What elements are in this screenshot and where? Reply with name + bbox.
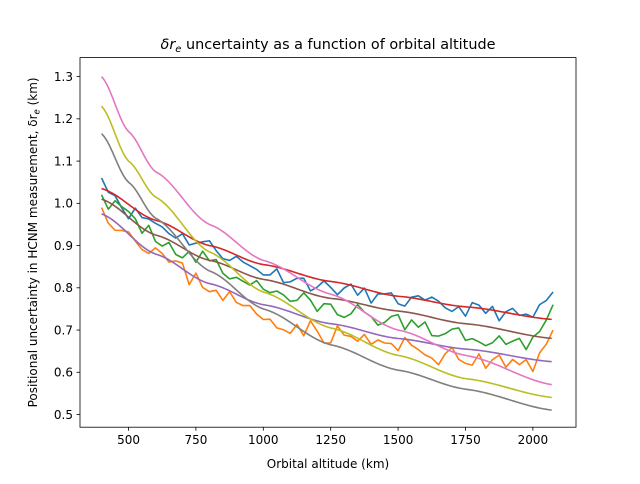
series-line-3 (100, 194, 554, 351)
series-line-4 (101, 187, 552, 321)
x-axis-label: Orbital altitude (km) (267, 457, 389, 471)
y-tick-label: 1.0 (54, 197, 73, 211)
series-line-6 (101, 198, 552, 340)
series-line-8 (100, 133, 552, 411)
series-layer (100, 76, 554, 411)
x-tick-label: 1250 (315, 433, 346, 447)
x-tick-label: 1750 (450, 433, 481, 447)
series-line-9 (100, 105, 552, 399)
x-tick-label: 1000 (248, 433, 279, 447)
series-line-2 (100, 207, 554, 373)
x-tick-label: 2000 (518, 433, 549, 447)
plot-frame (79, 57, 577, 428)
x-axis-ticks: 500 750 1000 1250 1500 1750 2000 (117, 427, 548, 447)
y-tick-label: 0.9 (54, 239, 73, 253)
series-line-5 (101, 213, 552, 363)
series-line-7 (100, 76, 552, 386)
y-tick-label: 1.1 (54, 154, 73, 168)
x-tick-label: 750 (184, 433, 207, 447)
chart-title: δre uncertainty as a function of orbital… (161, 37, 496, 55)
x-tick-label: 500 (117, 433, 140, 447)
y-tick-label: 0.7 (54, 323, 73, 337)
y-axis-label: Positional uncertainty in HCNM measureme… (26, 77, 43, 407)
y-tick-label: 0.6 (54, 366, 73, 380)
y-tick-label: 0.8 (54, 281, 73, 295)
x-tick-label: 1500 (383, 433, 414, 447)
y-tick-label: 1.3 (54, 70, 73, 84)
y-axis-ticks: 0.5 0.6 0.7 0.8 0.9 1.0 1.1 1.2 1.3 (54, 70, 80, 422)
y-tick-label: 1.2 (54, 112, 73, 126)
y-tick-label: 0.5 (54, 408, 73, 422)
